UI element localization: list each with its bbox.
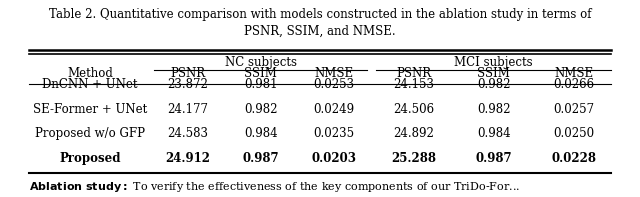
Text: 0.987: 0.987 xyxy=(243,151,279,164)
Text: NMSE: NMSE xyxy=(314,67,353,80)
Text: $\mathbf{Ablation\ study:}$ To verify the effectiveness of the key components of: $\mathbf{Ablation\ study:}$ To verify th… xyxy=(29,180,520,194)
Text: 0.981: 0.981 xyxy=(244,78,277,91)
Text: NMSE: NMSE xyxy=(554,67,593,80)
Text: DnCNN + UNet: DnCNN + UNet xyxy=(42,78,138,91)
Text: 0.982: 0.982 xyxy=(477,78,510,91)
Text: 0.0253: 0.0253 xyxy=(314,78,355,91)
Text: 0.0266: 0.0266 xyxy=(553,78,595,91)
Text: 0.0203: 0.0203 xyxy=(311,151,356,164)
Text: SSIM: SSIM xyxy=(244,67,277,80)
Text: 0.984: 0.984 xyxy=(477,127,511,140)
Text: Table 2. Quantitative comparison with models constructed in the ablation study i: Table 2. Quantitative comparison with mo… xyxy=(49,8,591,38)
Text: 0.0228: 0.0228 xyxy=(551,151,596,164)
Text: SE-Former + UNet: SE-Former + UNet xyxy=(33,103,147,116)
Text: MCI subjects: MCI subjects xyxy=(454,56,533,69)
Text: 24.892: 24.892 xyxy=(393,127,434,140)
Text: 0.984: 0.984 xyxy=(244,127,278,140)
Text: NC subjects: NC subjects xyxy=(225,56,297,69)
Text: 0.982: 0.982 xyxy=(244,103,277,116)
Text: 0.0249: 0.0249 xyxy=(314,103,355,116)
Text: 24.583: 24.583 xyxy=(167,127,208,140)
Text: 24.506: 24.506 xyxy=(393,103,434,116)
Text: 0.987: 0.987 xyxy=(476,151,512,164)
Text: 0.0235: 0.0235 xyxy=(314,127,355,140)
Text: Proposed: Proposed xyxy=(60,151,121,164)
Text: PSNR: PSNR xyxy=(396,67,431,80)
Text: 24.912: 24.912 xyxy=(165,151,210,164)
Text: 0.0257: 0.0257 xyxy=(553,103,595,116)
Text: SSIM: SSIM xyxy=(477,67,510,80)
Text: PSNR: PSNR xyxy=(170,67,205,80)
Text: 25.288: 25.288 xyxy=(391,151,436,164)
Text: 23.872: 23.872 xyxy=(167,78,208,91)
Text: 24.177: 24.177 xyxy=(167,103,208,116)
Text: Proposed w/o GFP: Proposed w/o GFP xyxy=(35,127,145,140)
Text: 0.982: 0.982 xyxy=(477,103,510,116)
Text: 24.153: 24.153 xyxy=(393,78,434,91)
Text: 0.0250: 0.0250 xyxy=(553,127,595,140)
Text: Method: Method xyxy=(67,67,113,80)
